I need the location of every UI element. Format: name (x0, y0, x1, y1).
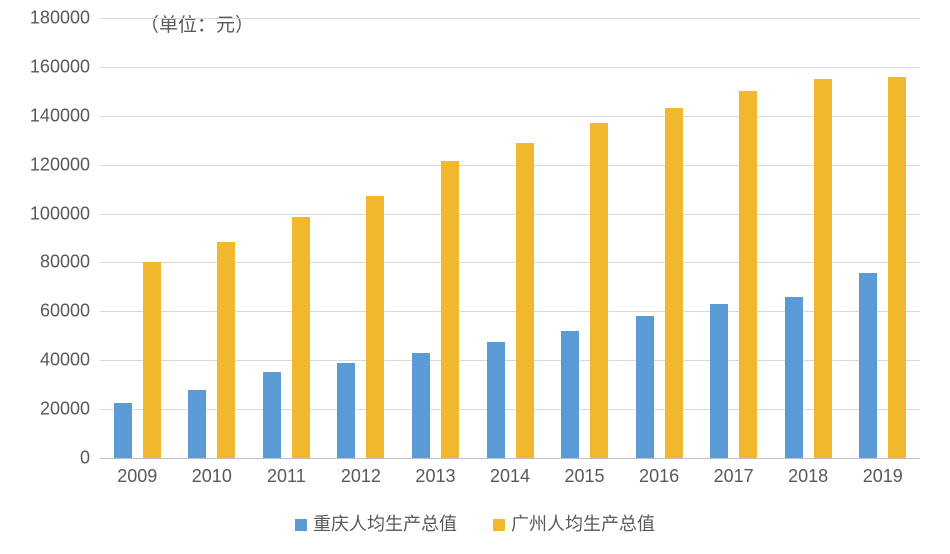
legend-label: 广州人均生产总值 (511, 514, 655, 534)
bar (263, 372, 281, 458)
bar (292, 217, 310, 458)
legend: 重庆人均生产总值 广州人均生产总值 (0, 510, 950, 536)
legend-swatch (295, 519, 307, 531)
bar (366, 196, 384, 458)
bar (636, 316, 654, 458)
x-tick-label: 2009 (117, 466, 157, 487)
x-tick-label: 2012 (341, 466, 381, 487)
x-tick-label: 2017 (714, 466, 754, 487)
y-tick-label: 140000 (0, 105, 90, 126)
y-tick-label: 180000 (0, 8, 90, 29)
bar (665, 108, 683, 458)
bar (814, 79, 832, 458)
bars-layer (100, 18, 920, 458)
bar (114, 403, 132, 458)
x-axis: 2009 2010 2011 2012 2013 2014 2015 2016 2017 2018… (100, 458, 920, 488)
bar (859, 273, 877, 458)
x-tick-label: 2016 (639, 466, 679, 487)
bar (516, 143, 534, 458)
bar (487, 342, 505, 458)
y-tick-label: 60000 (0, 301, 90, 322)
y-tick-label: 40000 (0, 350, 90, 371)
bar (888, 77, 906, 458)
x-tick-label: 2011 (267, 466, 306, 487)
bar (143, 262, 161, 458)
legend-item: 重庆人均生产总值 (295, 510, 457, 536)
bar (217, 242, 235, 458)
legend-item: 广州人均生产总值 (493, 510, 655, 536)
bar (188, 390, 206, 458)
bar (412, 353, 430, 458)
chart-container: （单位：元） 020000400006000080000100000120000… (0, 0, 950, 554)
legend-swatch (493, 519, 505, 531)
y-tick-label: 0 (0, 448, 90, 469)
y-axis: 0200004000060000800001000001200001400001… (0, 18, 90, 458)
bar (441, 161, 459, 458)
y-tick-label: 20000 (0, 399, 90, 420)
bar (561, 331, 579, 458)
bar (337, 363, 355, 458)
legend-label: 重庆人均生产总值 (313, 514, 457, 534)
bar (590, 123, 608, 458)
bar (710, 304, 728, 458)
x-tick-label: 2010 (192, 466, 232, 487)
bar (785, 297, 803, 458)
y-tick-label: 120000 (0, 154, 90, 175)
y-tick-label: 100000 (0, 203, 90, 224)
x-tick-label: 2014 (490, 466, 530, 487)
x-tick-label: 2019 (863, 466, 903, 487)
y-tick-label: 160000 (0, 56, 90, 77)
y-tick-label: 80000 (0, 252, 90, 273)
bar (739, 91, 757, 458)
x-tick-label: 2013 (415, 466, 455, 487)
plot-area (100, 18, 920, 459)
x-tick-label: 2018 (788, 466, 828, 487)
x-tick-label: 2015 (565, 466, 605, 487)
